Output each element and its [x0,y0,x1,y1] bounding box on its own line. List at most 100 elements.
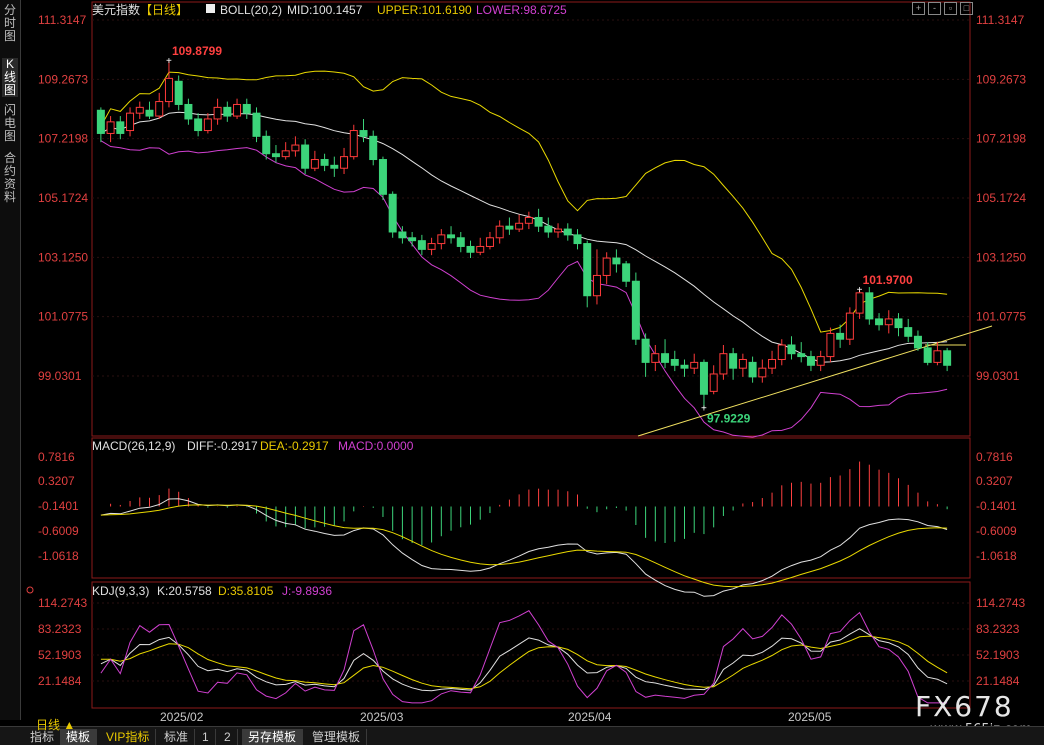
kdj-panel [91,581,971,709]
candle-body [816,356,825,366]
marker-cross: + [857,285,863,296]
zoom-in-icon[interactable]: + [912,2,925,15]
candle-body [106,121,115,134]
candle-body [719,353,728,375]
candle-body [388,193,397,233]
kdj-settings-icon[interactable] [26,586,34,594]
period-label: 【日线】 [140,3,188,17]
candle-body [758,367,767,378]
candle-body [456,237,465,247]
kdj-tick-right: 114.2743 [976,596,1025,610]
price-panel [91,1,971,437]
candle-body [729,353,738,369]
candle-body [602,257,611,276]
candle-body [845,312,854,340]
kdj-tick-left: 21.1484 [38,674,82,688]
kdj-tick-right: 83.2323 [976,622,1020,636]
price-tick-left: 109.2673 [38,72,88,86]
boll-upper: UPPER:101.6190 [377,3,472,17]
macd-tick-left: 0.7816 [38,450,75,464]
manage-template-button[interactable]: 管理模板 [306,729,368,745]
annotation-high-1: 109.8799 [172,44,222,58]
candle-body [349,130,358,158]
tab-kline[interactable]: K线图 [2,57,18,97]
kdj-tick-left: 83.2323 [38,622,82,636]
fullscreen-icon[interactable]: □ [960,2,973,15]
candle-body [447,234,456,239]
price-tick-left: 105.1724 [38,191,88,205]
candle-body [709,373,718,392]
candle-body [408,237,417,242]
price-tick-left: 103.1250 [38,250,88,264]
candle-body [476,245,485,253]
candle-body [485,237,494,247]
candle-body [612,257,621,265]
tab-1[interactable]: 1 [196,729,216,745]
candle-body [875,318,884,326]
tab-indicator[interactable]: 指标 [24,729,62,745]
candle-body [631,280,640,340]
boll-toggle-icon[interactable] [206,4,215,13]
candle-body [437,234,446,245]
tab-vip-indicator[interactable]: VIP指标 [100,729,157,745]
macd-tick-left: 0.3207 [38,474,75,488]
x-tick-label: 2025/02 [160,710,204,724]
zoom-out-icon[interactable]: - [928,2,941,15]
candle-body [466,245,475,253]
save-template-button[interactable]: 另存模板 [242,729,304,745]
price-tick-right: 111.3147 [976,13,1025,27]
tab-contract-info[interactable]: 合约资料 [3,151,16,204]
marker-cross: + [166,56,172,67]
macd-tick-right: -0.6009 [976,524,1017,538]
candle-body [301,144,310,169]
candle-body [534,216,543,227]
candle-body [748,361,757,378]
candle-body [806,356,815,366]
candle-body [884,318,893,326]
macd-tick-right: 0.3207 [976,474,1013,488]
candle-body [281,150,290,158]
candle-body [768,358,777,369]
macd-value: MACD:0.0000 [338,439,414,453]
kdj-tick-right: 52.1903 [976,648,1020,662]
kdj-d: D:35.8105 [218,584,274,598]
candle-body [126,112,135,132]
boll-mid-line [100,111,948,363]
macd-tick-right: 0.7816 [976,450,1013,464]
candle-body [865,292,874,320]
period-select-button[interactable]: 日线 ▲ [36,718,76,732]
tab-standard[interactable]: 标准 [158,729,196,745]
layout-icon[interactable]: ▫ [944,2,957,15]
candle-body [116,121,125,134]
candle-body [135,106,144,114]
tab-flash[interactable]: 闪电图 [3,103,16,143]
candle-body [340,156,349,169]
x-tick-label: 2025/03 [360,710,404,724]
candle-body [544,225,553,233]
candle-body [573,234,582,245]
tab-timeshare[interactable]: 分时图 [3,3,16,43]
candle-body [515,222,524,230]
kdj-tick-left: 114.2743 [38,596,87,610]
bottom-tabs: 指标 模板 VIP指标 标准 1 2 另存模板 管理模板 [0,728,1044,745]
candle-body [524,216,533,224]
candle-body [320,159,329,166]
candle-body [330,164,339,169]
candle-body [777,344,786,360]
candle-body [495,225,504,239]
price-tick-left: 101.0775 [38,310,88,324]
marker-cross: + [701,404,707,415]
candle-body [699,361,708,395]
macd-indicator: MACD(26,12,9) [92,439,175,453]
kdj-j-line [100,610,948,704]
tab-template[interactable]: 模板 [60,729,98,745]
macd-panel [91,437,971,579]
tab-2[interactable]: 2 [218,729,238,745]
candle-body [661,353,670,363]
macd-tick-left: -1.0618 [38,549,79,563]
price-tick-right: 103.1250 [976,250,1026,264]
candle-body [641,338,650,363]
candle-body [913,335,922,349]
candle-body [894,318,903,329]
candle-body [164,77,173,103]
